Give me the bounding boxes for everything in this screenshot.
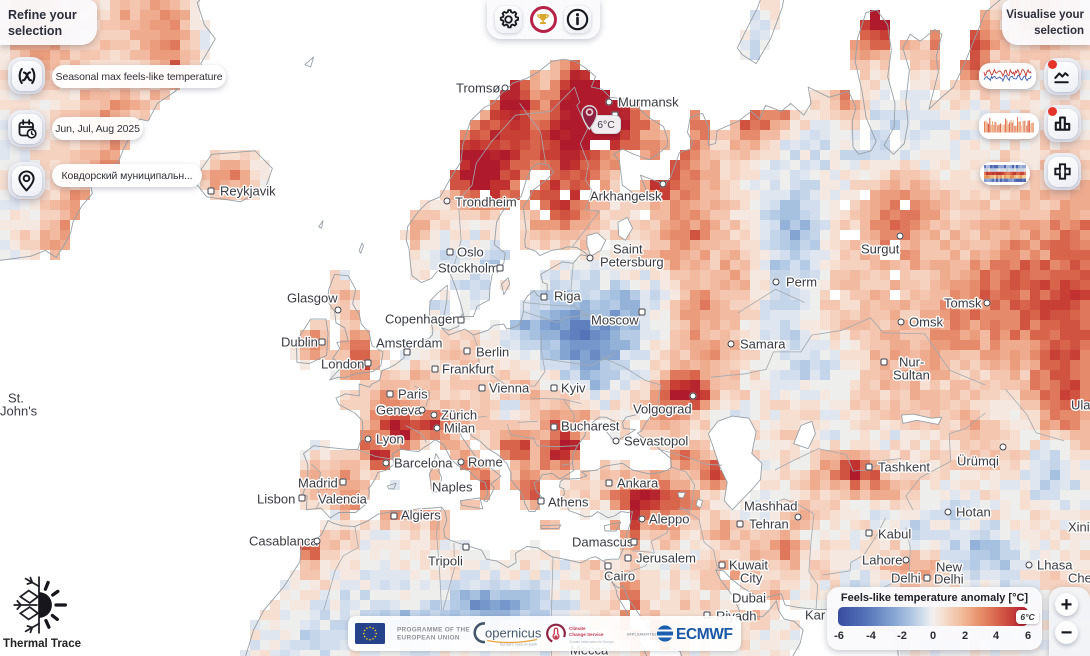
svg-text:Europe's eyes on Earth: Europe's eyes on Earth [500,643,537,647]
svg-text:Change Service: Change Service [569,632,604,637]
svg-text:IMPLEMENTED BY: IMPLEMENTED BY [627,632,665,637]
svg-text:ECMWF: ECMWF [676,626,733,643]
svg-text:Climate information for Europe: Climate information for Europe [569,640,614,644]
svg-text:PROGRAMME OF THE: PROGRAMME OF THE [397,627,470,634]
svg-text:opernicus: opernicus [485,626,542,641]
svg-text:Climate: Climate [569,626,586,631]
svg-text:EUROPEAN UNION: EUROPEAN UNION [397,635,460,642]
